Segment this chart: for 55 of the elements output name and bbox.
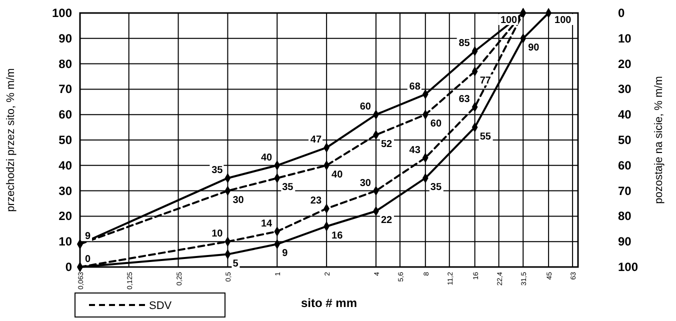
data-label: 9	[85, 231, 91, 242]
data-label: 30	[232, 194, 244, 206]
data-label: 40	[261, 152, 273, 164]
data-label: 60	[360, 102, 372, 113]
data-label: 85	[458, 38, 470, 50]
y2-tick-label: 40	[618, 108, 632, 122]
data-label: 100	[500, 15, 518, 26]
y2-tick-label: 30	[618, 82, 632, 96]
y2-tick-label: 70	[618, 184, 632, 198]
data-label: 0	[85, 254, 91, 265]
y2-tick-label: 90	[618, 234, 632, 249]
y-tick-label: 100	[52, 6, 72, 20]
y-tick-label: 60	[58, 108, 72, 122]
data-label: 30	[360, 178, 372, 189]
y-tick-label: 50	[58, 133, 72, 147]
data-label: 40	[332, 169, 344, 180]
data-label: 10	[212, 228, 224, 240]
y2-tick-label: 60	[618, 158, 632, 172]
y-tick-label: 20	[58, 209, 72, 224]
data-label: 35	[430, 182, 442, 194]
data-label: 47	[310, 134, 322, 146]
y2-tick-label: 20	[618, 56, 632, 71]
y-tick-label: 70	[58, 82, 72, 96]
data-label: 68	[409, 81, 421, 92]
data-label: 5	[232, 258, 239, 270]
y2-tick-label: 50	[618, 133, 632, 147]
data-label: 14	[261, 218, 273, 230]
data-label: 77	[480, 75, 492, 86]
y2-tick-label: 100	[618, 260, 638, 274]
data-label: 43	[409, 144, 421, 156]
y-tick-label: 0	[65, 260, 72, 274]
y2-tick-label: 0	[618, 6, 625, 20]
data-label: 23	[310, 196, 322, 207]
y-axis-title: przechodzi przez sito, % m/m	[5, 68, 17, 212]
y2-axis-title: pozostaje na sicie, % m/m	[653, 76, 665, 204]
data-label: 35	[212, 165, 224, 176]
data-label: 35	[282, 182, 294, 194]
y2-tick-label: 10	[618, 31, 632, 46]
y-tick-label: 80	[58, 56, 72, 71]
data-label: 16	[332, 230, 344, 242]
y-tick-label: 40	[58, 158, 72, 172]
data-label: 60	[430, 118, 442, 130]
x-axis-title: sito # mm	[300, 296, 358, 310]
data-label: 22	[380, 215, 393, 226]
data-label: 55	[480, 131, 492, 142]
y-tick-label: 90	[58, 31, 72, 46]
data-label: 52	[380, 138, 393, 150]
y2-tick-label: 80	[618, 209, 632, 224]
data-label: 63	[458, 94, 470, 105]
y-tick-label: 30	[58, 184, 72, 198]
data-label: 100	[554, 15, 572, 26]
text: SDV	[149, 300, 172, 312]
data-label: 9	[282, 248, 288, 260]
data-label: 90	[528, 42, 540, 54]
y-tick-label: 10	[58, 234, 72, 249]
